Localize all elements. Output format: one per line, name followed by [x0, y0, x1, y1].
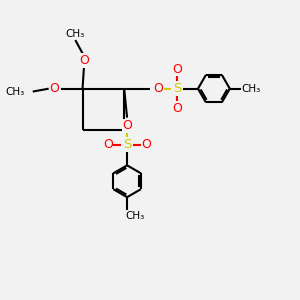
Text: CH₃: CH₃ [126, 211, 145, 221]
Text: O: O [103, 138, 112, 151]
Text: O: O [50, 82, 59, 95]
Text: S: S [123, 138, 131, 151]
Text: O: O [172, 101, 182, 115]
Text: O: O [79, 54, 89, 67]
Text: CH₃: CH₃ [5, 87, 25, 97]
Text: O: O [172, 63, 182, 76]
Text: CH₃: CH₃ [66, 29, 85, 39]
Text: O: O [122, 119, 132, 132]
Text: CH₃: CH₃ [241, 84, 261, 94]
Text: O: O [153, 82, 163, 95]
Text: S: S [173, 82, 181, 95]
Text: O: O [142, 138, 152, 151]
